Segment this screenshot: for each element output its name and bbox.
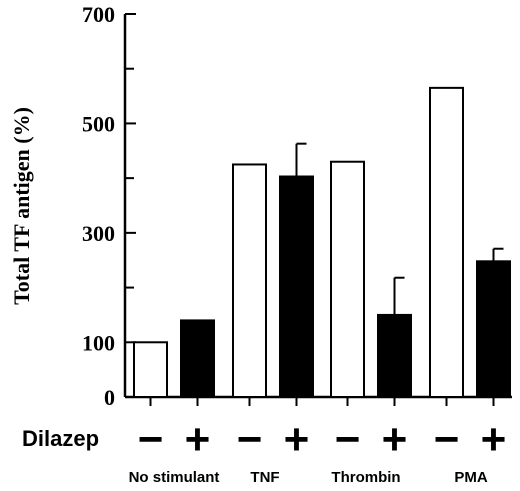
dilazep-row-label: Dilazep [22,426,99,451]
dilazep-sign: + [481,415,507,464]
y-axis-label: Total TF antigen (%) [9,107,34,305]
bar [476,260,511,398]
bar [133,341,168,398]
dilazep-sign: + [185,415,211,464]
y-tick-label: 0 [104,385,115,410]
dilazep-sign: + [382,415,408,464]
dilazep-sign: − [335,415,361,464]
bar [429,86,464,398]
bar [377,313,412,398]
category-label: TNF [250,469,279,486]
bar [330,160,365,398]
bar [279,175,314,398]
category-label: PMA [454,469,488,486]
dilazep-sign: − [138,415,164,464]
dilazep-sign: + [284,415,310,464]
bar [180,319,215,398]
dilazep-sign: − [434,415,460,464]
y-tick-label: 700 [82,2,115,27]
category-label: No stimulant [129,469,220,486]
y-tick-label: 100 [82,330,115,355]
dilazep-sign: − [237,415,263,464]
y-tick-label: 500 [82,111,115,136]
bar [232,163,267,398]
y-tick-label: 300 [82,221,115,246]
category-label: Thrombin [331,469,400,486]
